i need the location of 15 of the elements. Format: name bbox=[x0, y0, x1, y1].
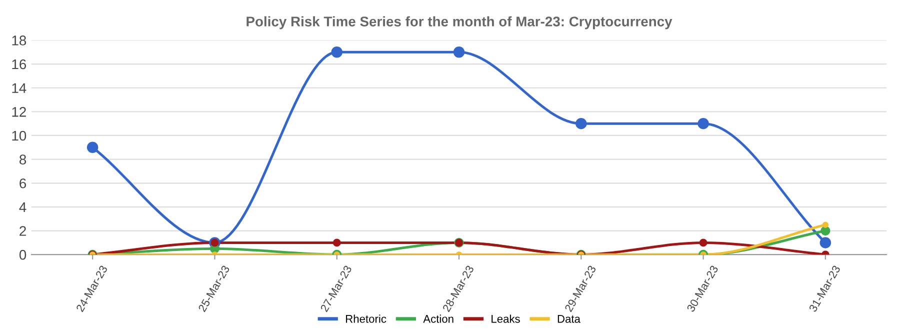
legend-label: Leaks bbox=[492, 314, 520, 323]
y-tick-label: 16 bbox=[12, 59, 26, 70]
legend-label: Action bbox=[423, 314, 454, 323]
y-tick-label: 2 bbox=[20, 226, 26, 236]
y-tick-label: 18 bbox=[12, 36, 26, 46]
legend-label: Data bbox=[558, 315, 580, 323]
y-tick-label: 0 bbox=[19, 250, 26, 260]
y-tick-label: 14 bbox=[12, 83, 26, 93]
legend-label: Rhetoric bbox=[346, 314, 386, 323]
y-tick-label: 8 bbox=[20, 154, 26, 164]
y-tick-label: 12 bbox=[12, 107, 26, 117]
y-tick-label: 10 bbox=[12, 130, 26, 141]
chart-title: Policy Risk Time Series for the month of Mar-23: Cryptocurrency bbox=[246, 16, 672, 30]
y-tick-label: 4 bbox=[19, 202, 26, 212]
y-tick-label: 6 bbox=[20, 178, 26, 188]
